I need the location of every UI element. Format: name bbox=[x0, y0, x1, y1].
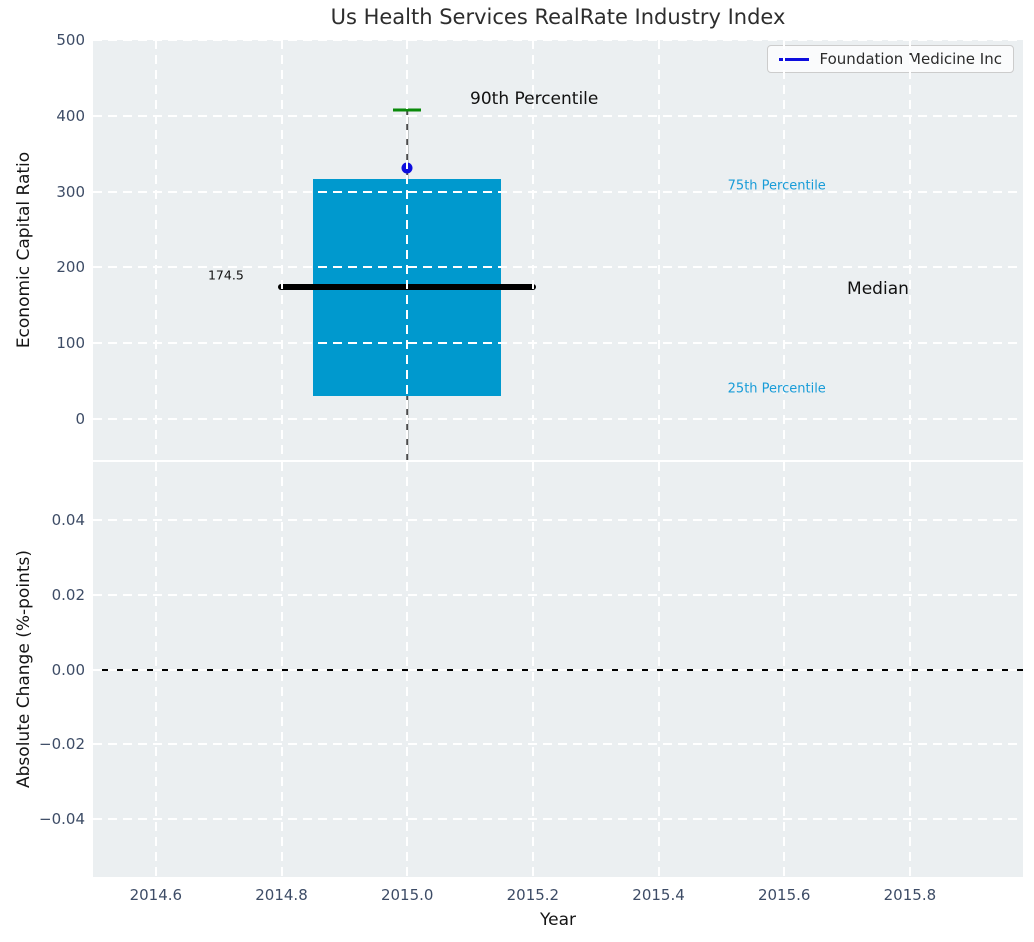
y-tick-label: 100 bbox=[56, 334, 85, 353]
y-tick-label: 0 bbox=[75, 410, 85, 429]
gridline-vertical bbox=[657, 462, 660, 877]
gridline-vertical bbox=[280, 462, 283, 877]
y-tick-label: 0.00 bbox=[51, 660, 85, 679]
gridline-vertical bbox=[657, 40, 660, 460]
gridline-horizontal bbox=[93, 114, 1023, 117]
chart-title: Us Health Services RealRate Industry Ind… bbox=[330, 5, 786, 29]
legend-line-icon bbox=[778, 57, 809, 61]
x-tick-label: 2014.6 bbox=[129, 886, 183, 904]
y-tick-label: 0.04 bbox=[51, 510, 85, 529]
gridline-horizontal bbox=[93, 743, 1023, 746]
gridline-horizontal bbox=[93, 418, 1023, 421]
gridline-horizontal bbox=[93, 668, 1023, 671]
y-tick-label: −0.02 bbox=[39, 735, 85, 754]
x-axis-label: Year bbox=[540, 910, 576, 930]
gridline-vertical bbox=[783, 40, 786, 460]
gridline-vertical bbox=[406, 40, 409, 460]
gridline-horizontal bbox=[93, 39, 1023, 41]
gridline-vertical bbox=[531, 40, 534, 460]
gridline-vertical bbox=[908, 40, 911, 460]
y-tick-label: 400 bbox=[56, 106, 85, 125]
gridline-horizontal bbox=[93, 266, 1023, 269]
gridline-vertical bbox=[154, 462, 157, 877]
y-tick-label: 0.02 bbox=[51, 585, 85, 604]
annotation: 174.5 bbox=[207, 267, 244, 283]
x-tick-label: 2015.0 bbox=[380, 886, 434, 904]
gridline-horizontal bbox=[93, 593, 1023, 596]
y-tick-label: 500 bbox=[56, 31, 85, 49]
x-tick-label: 2015.6 bbox=[757, 886, 811, 904]
y-tick-label: 300 bbox=[56, 182, 85, 201]
gridline-vertical bbox=[908, 462, 911, 877]
gridline-vertical bbox=[783, 462, 786, 877]
y-tick-label: −0.04 bbox=[39, 810, 85, 829]
x-tick-label: 2014.8 bbox=[255, 886, 308, 904]
top-axes: Foundation Medicine Inc 90th Percentile 7… bbox=[93, 39, 1023, 460]
gridline-horizontal bbox=[93, 190, 1023, 193]
annotation: Median bbox=[847, 278, 909, 299]
annotation: 25th Percentile bbox=[727, 381, 826, 397]
annotation: 90th Percentile bbox=[470, 89, 599, 110]
x-tick-label: 2015.2 bbox=[506, 886, 560, 904]
gridline-vertical bbox=[406, 462, 409, 877]
annotation: 75th Percentile bbox=[727, 178, 826, 194]
gridline-vertical bbox=[531, 462, 534, 877]
gridline-vertical bbox=[280, 40, 283, 460]
gridline-vertical bbox=[154, 40, 157, 460]
gridline-horizontal bbox=[93, 818, 1023, 821]
bottom-axes bbox=[93, 462, 1023, 877]
y-tick-label: 200 bbox=[56, 258, 85, 277]
gridline-horizontal bbox=[93, 342, 1023, 345]
x-tick-label: 2015.8 bbox=[883, 886, 937, 904]
gridline-horizontal bbox=[93, 518, 1023, 521]
x-tick-label: 2015.4 bbox=[632, 886, 685, 904]
legend: Foundation Medicine Inc bbox=[766, 45, 1014, 73]
y-axis-label-top: Economic Capital Ratio bbox=[14, 151, 34, 349]
